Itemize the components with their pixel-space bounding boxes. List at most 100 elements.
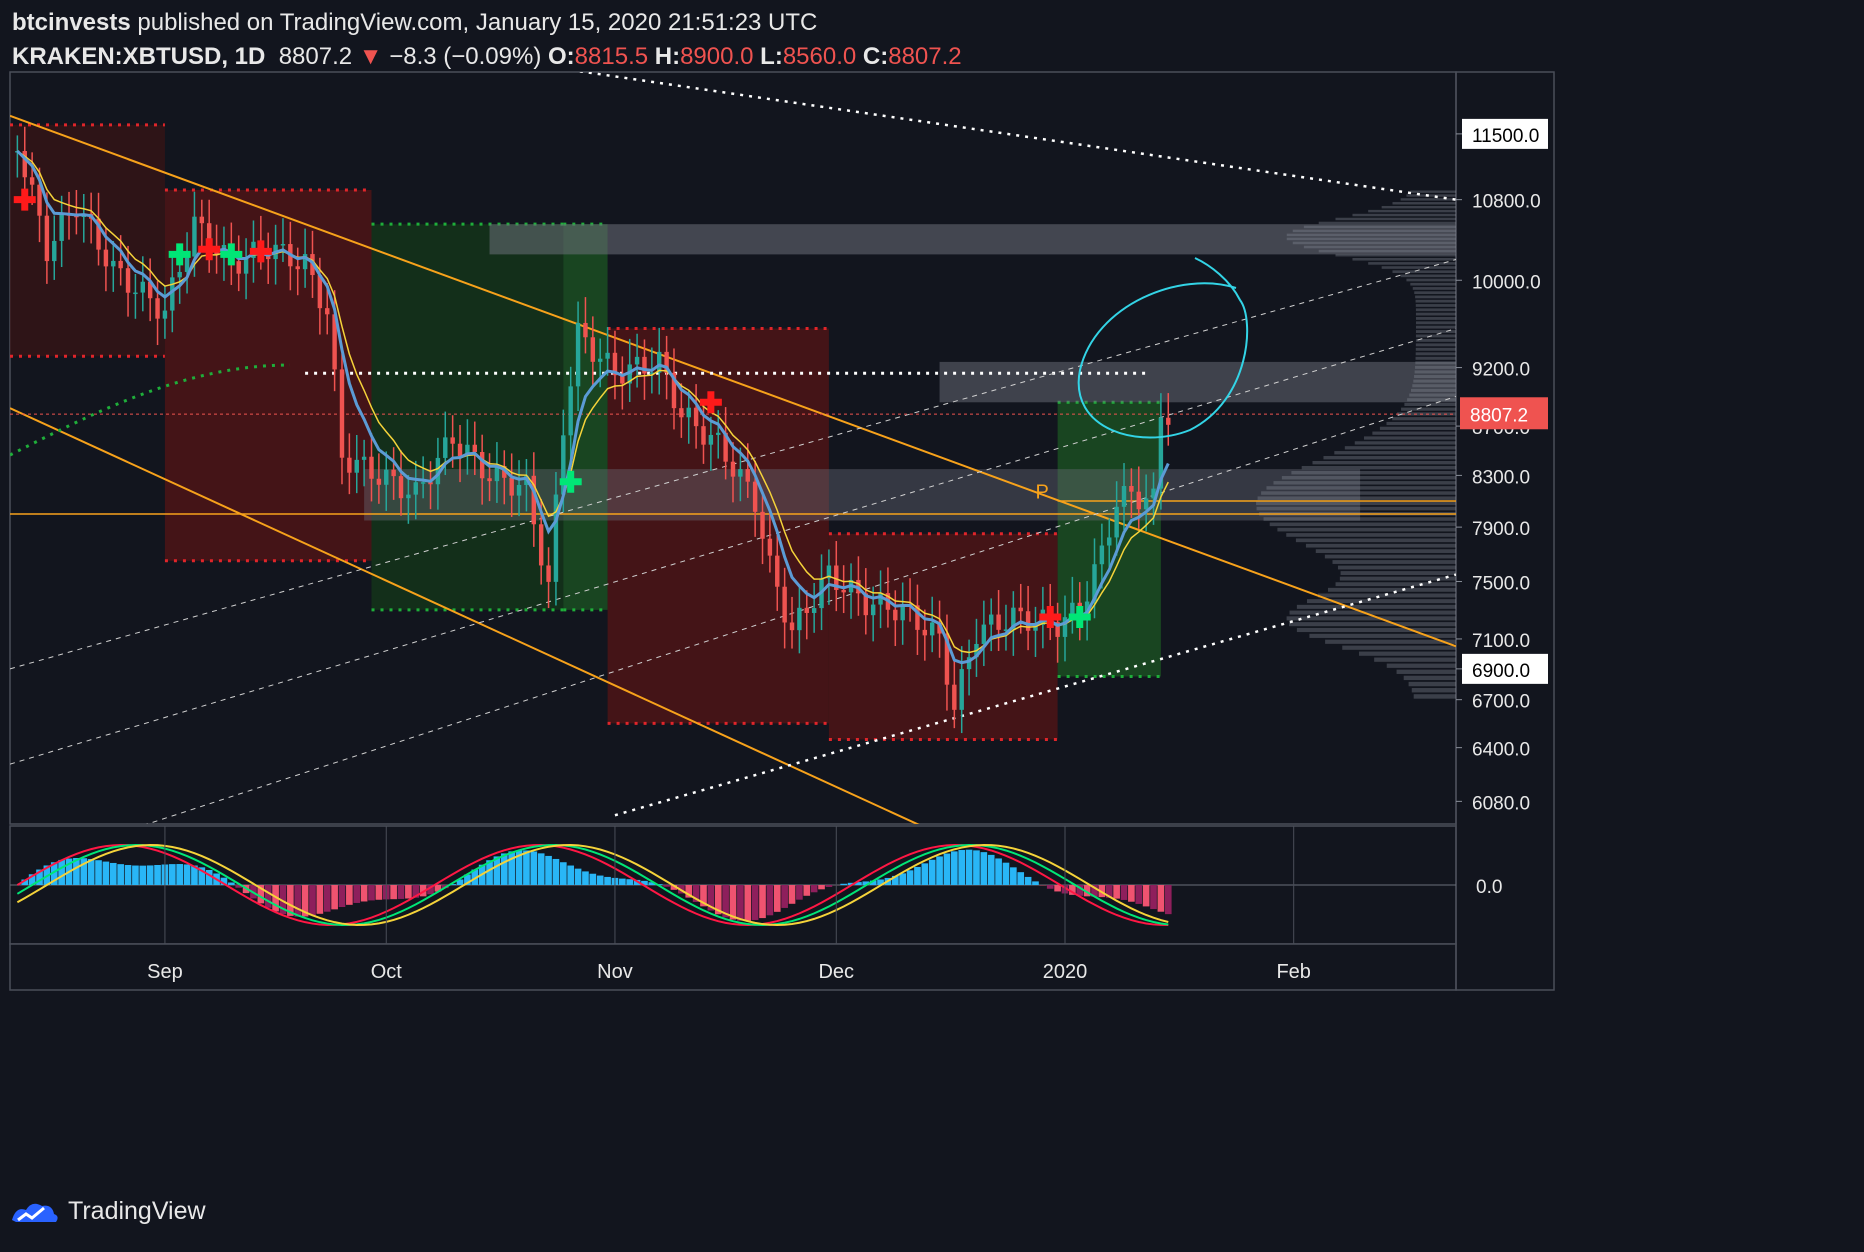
- candle-body: [627, 364, 632, 384]
- zone-box-4: [607, 328, 829, 724]
- volume-profile-bar: [1266, 486, 1456, 490]
- candle-body: [671, 372, 677, 409]
- osc-histogram-bar: [766, 885, 774, 916]
- osc-histogram-bar: [1128, 885, 1135, 902]
- candle-body: [723, 432, 728, 462]
- osc-histogram-bar: [132, 865, 139, 885]
- osc-histogram-bar: [936, 856, 943, 885]
- osc-histogram-bar: [545, 855, 552, 885]
- candle-body: [538, 524, 544, 566]
- osc-histogram-bar: [899, 873, 907, 885]
- osc-histogram-bar: [102, 861, 110, 885]
- osc-histogram-bar: [36, 869, 43, 885]
- candle-body: [1151, 488, 1156, 499]
- candle-body: [155, 298, 160, 319]
- volume-profile-bar: [1381, 205, 1456, 209]
- osc-histogram-bar: [1017, 872, 1025, 885]
- osc-histogram-bar: [537, 853, 545, 885]
- volume-profile-bar: [1315, 549, 1456, 553]
- candle-body: [280, 244, 286, 246]
- x-tick-label: Oct: [371, 961, 403, 983]
- osc-histogram-bar: [346, 885, 353, 905]
- candle-body: [620, 375, 625, 384]
- volume-profile-bar: [1396, 669, 1456, 674]
- sell-marker: [249, 240, 272, 263]
- x-tick-label: 2020: [1043, 961, 1088, 983]
- volume-profile-bar: [1410, 190, 1456, 193]
- osc-signal-line: [16, 844, 1169, 927]
- candle-body: [826, 565, 832, 579]
- volume-profile-bar: [1277, 527, 1456, 532]
- osc-histogram-bar: [596, 875, 604, 885]
- volume-profile-bar: [1296, 627, 1456, 633]
- volume-profile-bar: [1291, 470, 1456, 475]
- candle-body: [243, 257, 249, 274]
- time-axis-pane: [9, 943, 1457, 991]
- candle-body: [44, 215, 50, 262]
- osc-histogram-bar: [1069, 885, 1076, 895]
- y-tick-label: 7100.0: [1472, 631, 1530, 652]
- candle-body: [74, 215, 79, 218]
- volume-profile-bar: [1392, 417, 1456, 421]
- osc-histogram-bar: [1113, 885, 1120, 899]
- osc-histogram-bar: [1091, 885, 1098, 897]
- osc-histogram-bar: [456, 879, 464, 885]
- osc-histogram-bar: [648, 882, 656, 885]
- candle-body: [465, 444, 470, 457]
- candle-body: [981, 624, 987, 644]
- candle-body: [590, 337, 596, 362]
- support-zone: [364, 469, 1361, 521]
- volume-profile-bar: [1368, 262, 1456, 265]
- candle-body: [583, 322, 588, 338]
- volume-profile-bar: [1408, 681, 1456, 687]
- volume-profile-bar: [1415, 330, 1456, 333]
- volume-profile-bar: [1273, 481, 1456, 485]
- candle-body: [170, 277, 175, 311]
- volume-profile-bar: [1409, 393, 1456, 397]
- candle-body: [952, 684, 957, 710]
- candle-body: [443, 437, 448, 458]
- candle-body: [811, 608, 817, 613]
- ohlc-row: KRAKEN:XBTUSD, 1D 8807.2 ▼ −8.3 (−0.09%)…: [12, 42, 962, 72]
- volume-profile-bar: [1309, 633, 1456, 638]
- osc-histogram-bar: [235, 885, 243, 888]
- candle-body: [406, 494, 411, 499]
- osc-histogram-bar: [751, 885, 759, 920]
- volume-profile-bar: [1415, 356, 1456, 360]
- author-name[interactable]: btcinvests: [12, 9, 131, 36]
- candle-body: [1129, 485, 1134, 492]
- candle-body: [841, 589, 846, 593]
- osc-histogram-bar: [655, 884, 663, 885]
- osc-histogram-bar: [515, 850, 523, 885]
- y-tick-label: 6400.0: [1472, 740, 1530, 761]
- osc-histogram-bar: [1150, 885, 1157, 910]
- candle-body: [789, 622, 795, 631]
- volume-profile-bar: [1340, 571, 1456, 575]
- osc-histogram-bar: [796, 885, 803, 900]
- candle-body: [450, 437, 455, 444]
- osc-histogram-bar: [146, 865, 154, 885]
- osc-histogram-bar: [1135, 885, 1143, 904]
- candle-body: [192, 216, 197, 257]
- candle-body: [1121, 485, 1127, 507]
- tradingview-footer[interactable]: TradingView: [10, 1196, 206, 1226]
- candle-body: [391, 469, 396, 477]
- osc-histogram-bar: [951, 851, 958, 885]
- close-value: 8807.2: [888, 43, 962, 70]
- osc-histogram-bar: [825, 885, 833, 887]
- osc-histogram-bar: [921, 863, 929, 885]
- x-tick-label: Dec: [818, 961, 854, 983]
- volume-profile-bar: [1339, 576, 1456, 581]
- symbol-label[interactable]: KRAKEN:XBTUSD, 1D: [12, 43, 266, 70]
- volume-profile-bar: [1335, 253, 1456, 257]
- candle-body: [325, 308, 330, 315]
- candle-body: [1136, 491, 1141, 510]
- osc-histogram-bar: [464, 874, 471, 885]
- volume-profile-bar: [1415, 361, 1456, 365]
- candle-body: [472, 444, 477, 453]
- osc-histogram-bar: [493, 856, 501, 885]
- osc-histogram-bar: [744, 885, 752, 921]
- upper-channel-line: [10, 114, 1456, 648]
- candle-body: [96, 218, 101, 250]
